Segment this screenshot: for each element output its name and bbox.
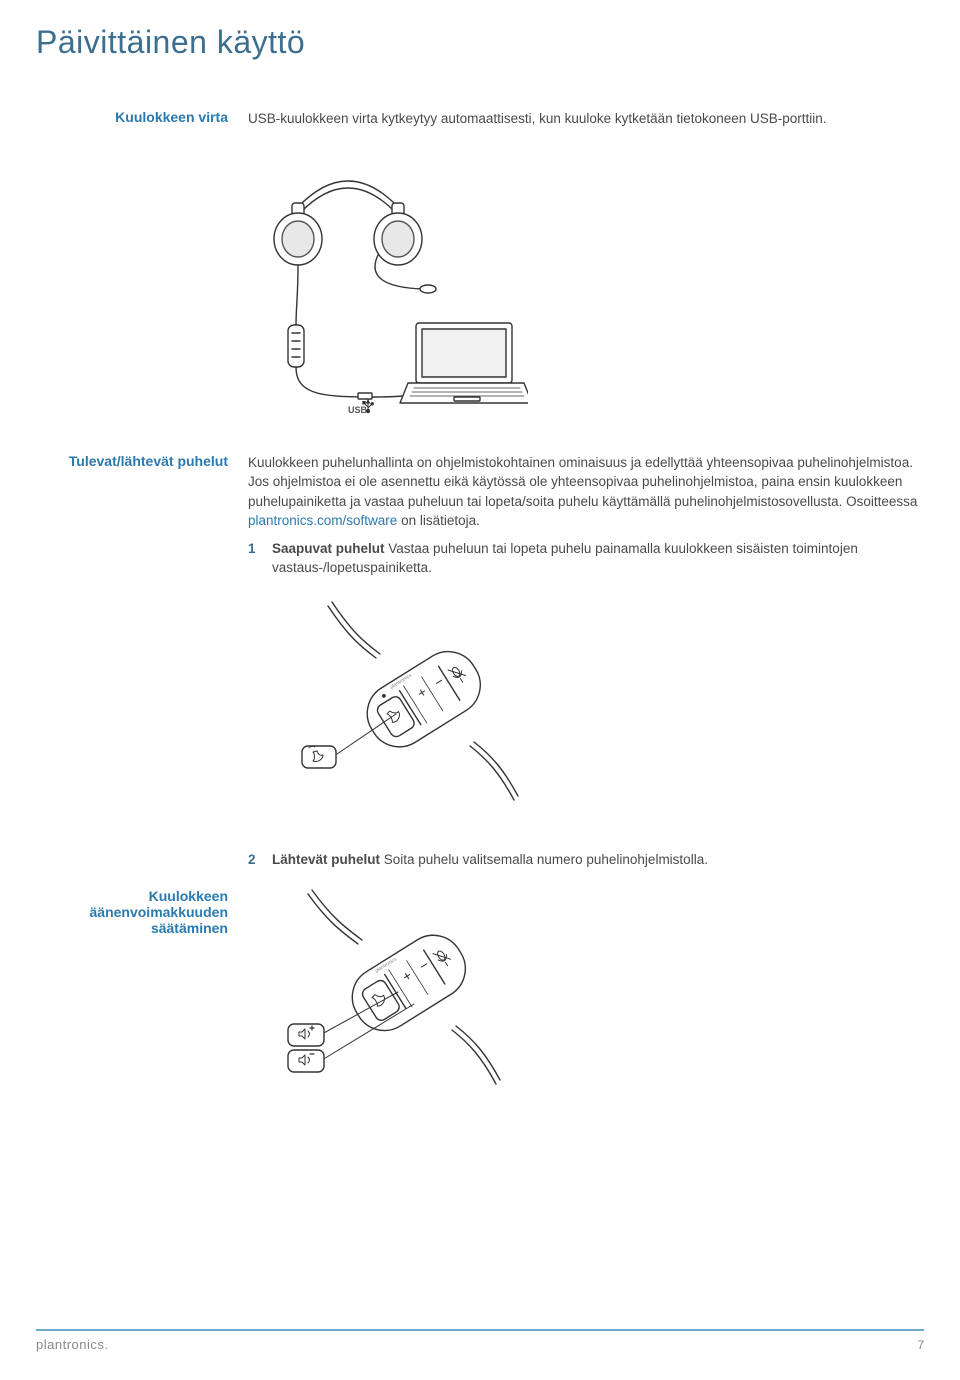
item1-lead: Saapuvat puhelut — [272, 541, 385, 556]
svg-text:USB: USB — [348, 405, 368, 415]
calls-intro: Kuulokkeen puhelunhallinta on ohjelmisto… — [248, 455, 917, 509]
text-headset-power: USB-kuulokkeen virta kytkeytyy automaatt… — [248, 109, 924, 129]
software-link[interactable]: plantronics.com/software — [248, 513, 397, 528]
footer-page-number: 7 — [917, 1338, 924, 1352]
content-area: Kuulokkeen virta USB-kuulokkeen virta ky… — [0, 61, 960, 1093]
section-headset-power: Kuulokkeen virta USB-kuulokkeen virta ky… — [36, 109, 924, 129]
item2-text: Soita puhelu valitsemalla numero puhelin… — [380, 852, 708, 867]
label-calls: Tulevat/lähtevät puhelut — [36, 453, 248, 469]
text-item2: 2 Lähtevät puhelut Soita puhelu valitsem… — [248, 842, 924, 870]
section-volume: Kuulokkeen äänenvoimakkuuden säätäminen … — [36, 888, 924, 1094]
item2-lead: Lähtevät puhelut — [272, 852, 380, 867]
item-incoming: 1 Saapuvat puhelut Vastaa puheluun tai l… — [248, 539, 924, 578]
item-outgoing: 2 Lähtevät puhelut Soita puhelu valitsem… — [248, 850, 924, 870]
label-headset-power: Kuulokkeen virta — [36, 109, 248, 125]
num-2: 2 — [248, 850, 260, 870]
section-calls: Tulevat/lähtevät puhelut Kuulokkeen puhe… — [36, 453, 924, 578]
figure-headset-laptop: USB — [248, 147, 924, 417]
label-volume: Kuulokkeen äänenvoimakkuuden säätäminen — [36, 888, 248, 936]
page-title: Päivittäinen käyttö — [0, 0, 960, 61]
section-calls-item2: 2 Lähtevät puhelut Soita puhelu valitsem… — [36, 842, 924, 870]
figure-controller-2: + − plantronics — [248, 888, 924, 1094]
figure-controller-1: + − — [248, 596, 924, 806]
calls-intro-tail: on lisätietoja. — [397, 513, 480, 528]
page-footer: plantronics. 7 — [36, 1329, 924, 1352]
text-calls: Kuulokkeen puhelunhallinta on ohjelmisto… — [248, 453, 924, 578]
num-1: 1 — [248, 539, 260, 578]
footer-logo: plantronics. — [36, 1337, 108, 1352]
